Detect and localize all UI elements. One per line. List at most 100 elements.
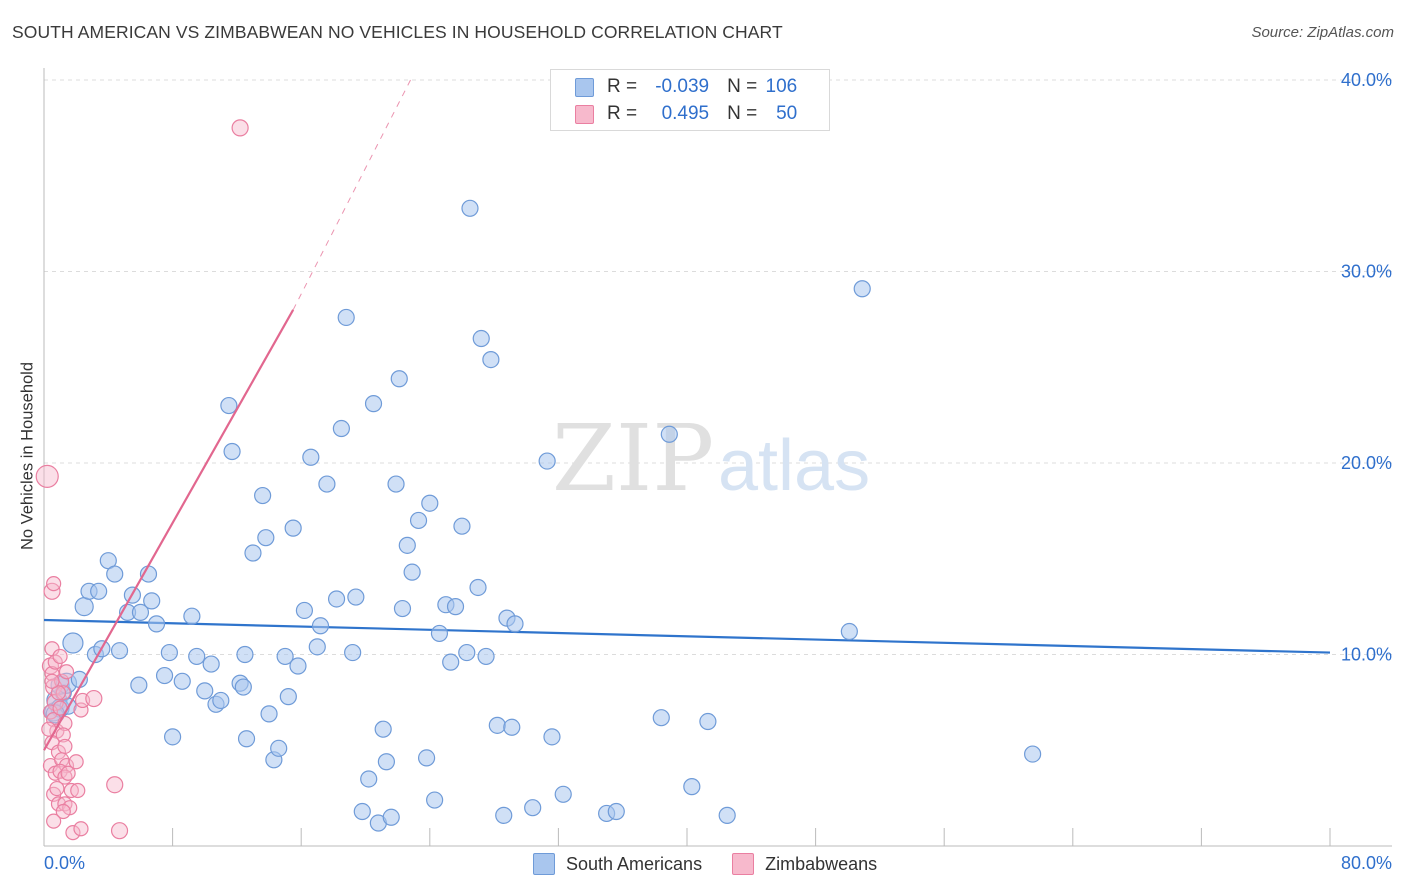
data-point-south-american bbox=[130, 676, 148, 694]
data-point-south-american bbox=[488, 716, 506, 734]
data-point-south-american bbox=[503, 718, 521, 736]
legend-n-label: N = bbox=[727, 76, 758, 97]
axes bbox=[43, 68, 1392, 847]
data-point-south-american bbox=[257, 529, 275, 547]
data-point-south-american bbox=[426, 791, 444, 809]
data-point-south-american bbox=[853, 280, 871, 298]
data-point-south-american bbox=[106, 565, 124, 583]
data-point-south-american bbox=[482, 350, 500, 369]
legend-item-zimbabweans[interactable]: Zimbabweans bbox=[732, 853, 877, 875]
data-point-south-american bbox=[212, 691, 230, 710]
data-point-south-american bbox=[699, 712, 717, 731]
data-point-south-american bbox=[472, 329, 490, 348]
y-tick-label: 30.0% bbox=[1341, 262, 1392, 282]
data-point-south-american bbox=[237, 730, 256, 748]
data-point-south-american bbox=[421, 494, 439, 512]
data-point-south-american bbox=[279, 688, 297, 706]
data-point-south-american bbox=[110, 642, 129, 660]
data-point-south-american bbox=[196, 682, 214, 700]
legend-label-zimbabweans: Zimbabweans bbox=[765, 853, 878, 874]
data-point-south-american bbox=[155, 666, 174, 685]
trend-line-zimbabweans-extension bbox=[292, 79, 411, 311]
legend-r-label: R = bbox=[607, 76, 638, 97]
data-point-south-american bbox=[308, 638, 326, 656]
y-tick-label: 10.0% bbox=[1341, 645, 1392, 665]
data-point-south-american bbox=[223, 442, 241, 461]
data-point-zimbabwean bbox=[231, 119, 249, 137]
y-tick-label: 20.0% bbox=[1341, 453, 1392, 473]
data-point-south-american bbox=[660, 425, 678, 443]
legend-swatch-pink bbox=[575, 104, 594, 124]
legend-swatch-blue bbox=[575, 77, 594, 97]
legend-r-label: R = bbox=[607, 103, 638, 124]
data-point-south-american bbox=[374, 720, 392, 738]
data-point-zimbabwean bbox=[50, 685, 67, 701]
data-point-zimbabwean bbox=[70, 782, 86, 799]
data-point-south-american bbox=[337, 308, 355, 327]
south-americans-points bbox=[44, 199, 1042, 832]
legend-row-zimbabweans: R = 0.495 N = 50 bbox=[551, 101, 797, 127]
data-point-south-american bbox=[202, 655, 220, 673]
data-point-zimbabwean bbox=[46, 813, 62, 829]
data-point-zimbabwean bbox=[55, 727, 71, 743]
data-point-south-american bbox=[393, 599, 412, 618]
legend-label-south-americans: South Americans bbox=[566, 853, 703, 874]
legend-swatch-blue bbox=[533, 853, 555, 875]
data-point-south-american bbox=[683, 778, 701, 796]
data-point-south-american bbox=[458, 643, 476, 662]
tick-labels: 10.0% 20.0% 30.0% 40.0% 0.0% 80.0% bbox=[44, 70, 1392, 873]
x-tick-label: 0.0% bbox=[44, 853, 85, 873]
data-point-south-american bbox=[353, 802, 371, 821]
data-point-south-american bbox=[332, 419, 350, 438]
data-point-south-american bbox=[1024, 745, 1042, 763]
data-point-south-american bbox=[284, 519, 302, 537]
gridlines bbox=[44, 79, 1392, 655]
series-legend: South Americans Zimbabweans bbox=[533, 853, 907, 875]
data-point-south-american bbox=[188, 647, 206, 666]
data-point-zimbabwean bbox=[60, 765, 76, 781]
chart-title: SOUTH AMERICAN VS ZIMBABWEAN NO VEHICLES… bbox=[12, 22, 783, 42]
data-point-south-american bbox=[461, 199, 479, 217]
data-point-south-american bbox=[173, 672, 191, 690]
data-point-south-american bbox=[840, 622, 858, 641]
data-point-south-american bbox=[236, 645, 254, 664]
data-point-south-american bbox=[442, 653, 460, 671]
data-point-zimbabwean bbox=[42, 704, 59, 720]
data-point-south-american bbox=[270, 739, 288, 757]
data-point-south-american bbox=[234, 678, 252, 696]
data-point-south-american bbox=[403, 563, 421, 581]
correlation-legend: R = -0.039 N = 106 R = 0.495 N = 50 bbox=[550, 69, 830, 131]
data-point-south-american bbox=[390, 370, 408, 388]
data-point-south-american bbox=[387, 475, 405, 493]
data-point-south-american bbox=[131, 603, 150, 621]
data-point-south-american bbox=[147, 615, 166, 633]
data-point-south-american bbox=[302, 448, 320, 466]
data-point-zimbabwean bbox=[110, 822, 129, 840]
data-point-south-american bbox=[254, 486, 272, 505]
data-point-south-american bbox=[360, 770, 378, 788]
data-point-south-american bbox=[453, 517, 471, 535]
zimbabweans-points bbox=[35, 119, 249, 841]
data-point-south-american bbox=[652, 709, 670, 727]
data-point-zimbabwean bbox=[58, 664, 75, 680]
legend-row-south-americans: R = -0.039 N = 106 bbox=[551, 74, 797, 100]
data-point-zimbabwean bbox=[68, 754, 84, 770]
data-point-south-american bbox=[289, 657, 307, 675]
legend-item-south-americans[interactable]: South Americans bbox=[533, 853, 702, 875]
data-point-south-american bbox=[718, 806, 736, 824]
data-point-south-american bbox=[295, 601, 314, 620]
data-point-zimbabwean bbox=[73, 702, 89, 718]
data-point-south-american bbox=[398, 536, 416, 554]
data-point-south-american bbox=[90, 582, 108, 600]
data-point-south-american bbox=[143, 592, 161, 610]
data-point-zimbabwean bbox=[73, 821, 89, 837]
data-point-zimbabwean bbox=[85, 689, 103, 708]
data-point-south-american bbox=[543, 728, 561, 746]
legend-r-value: 0.495 bbox=[661, 103, 710, 124]
data-point-south-american bbox=[446, 598, 465, 616]
data-point-south-american bbox=[160, 643, 178, 662]
data-point-south-american bbox=[276, 647, 294, 666]
data-point-zimbabwean bbox=[46, 576, 62, 592]
watermark-zip: ZIP bbox=[552, 405, 714, 512]
